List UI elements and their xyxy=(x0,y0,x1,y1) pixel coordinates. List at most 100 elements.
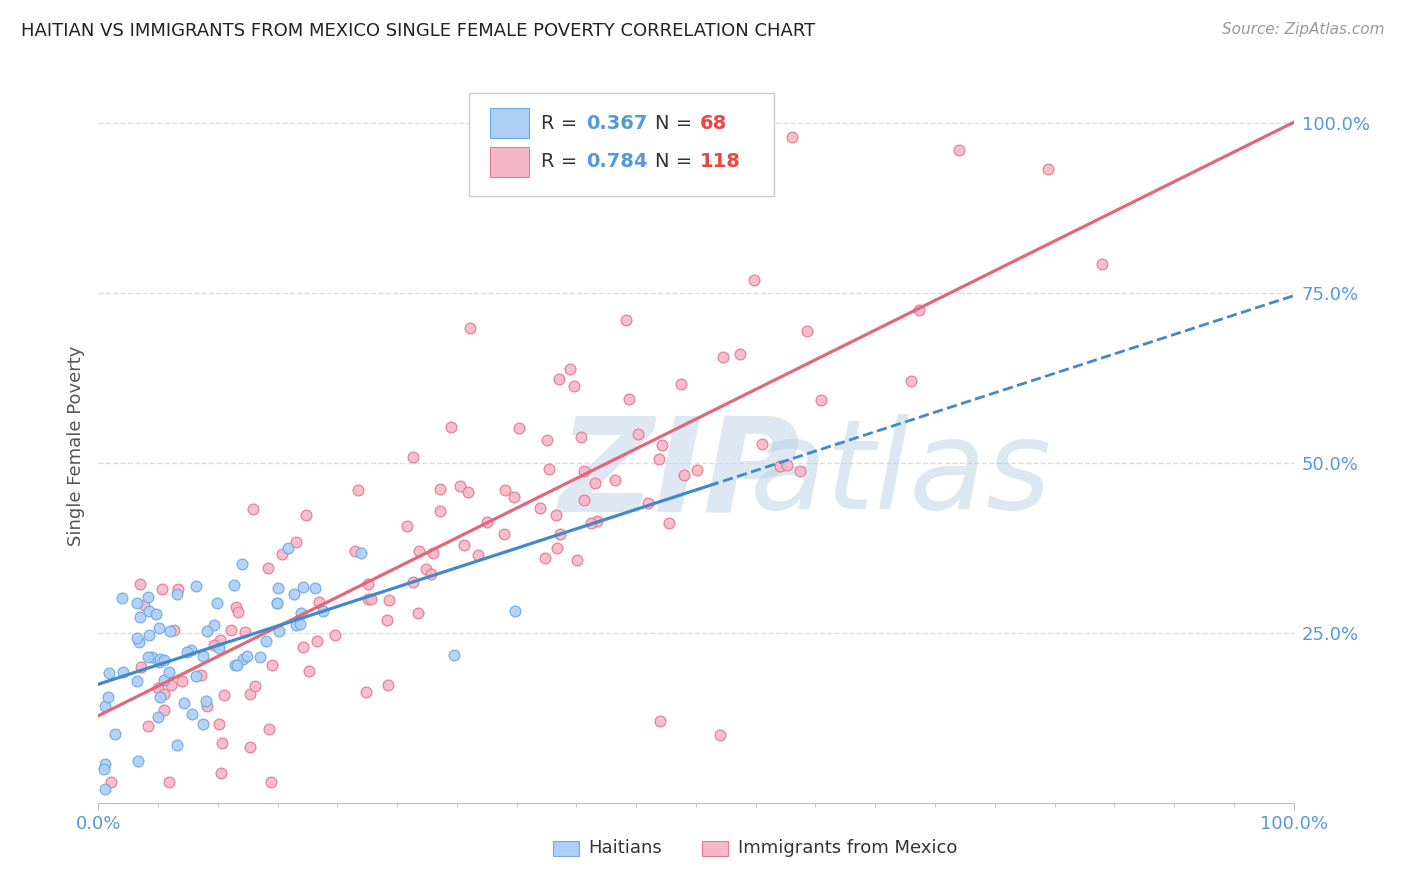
Point xyxy=(579,516,602,531)
Point xyxy=(128,635,150,649)
Text: atlas: atlas xyxy=(749,414,1052,535)
Point xyxy=(672,468,695,483)
Point xyxy=(141,650,163,665)
Point xyxy=(132,598,155,612)
Point xyxy=(146,710,169,724)
Point xyxy=(360,591,382,606)
Point xyxy=(311,604,333,618)
Point xyxy=(534,551,557,566)
Point xyxy=(344,544,367,558)
Point xyxy=(149,651,172,665)
Point xyxy=(98,665,121,680)
Point xyxy=(305,633,328,648)
Point xyxy=(145,607,167,621)
Point xyxy=(153,703,176,717)
Point xyxy=(127,595,149,609)
Point xyxy=(208,633,231,648)
Point xyxy=(231,557,253,571)
Point xyxy=(249,650,271,665)
Point xyxy=(627,427,650,442)
Text: 118: 118 xyxy=(700,153,741,171)
Point xyxy=(574,464,596,478)
Text: N =: N = xyxy=(655,153,699,171)
Point xyxy=(422,546,444,560)
Point xyxy=(112,665,135,679)
Point xyxy=(443,648,465,663)
Point xyxy=(1036,161,1059,176)
FancyBboxPatch shape xyxy=(491,147,529,177)
Point xyxy=(236,648,259,663)
Point xyxy=(159,678,181,692)
Point xyxy=(560,362,582,376)
FancyBboxPatch shape xyxy=(491,109,529,138)
Point xyxy=(239,739,262,754)
Point xyxy=(153,673,176,687)
Point xyxy=(191,649,214,664)
Point xyxy=(257,560,280,574)
Point xyxy=(184,579,207,593)
Point xyxy=(271,547,294,561)
Point xyxy=(166,738,188,752)
Point xyxy=(415,562,437,576)
Y-axis label: Single Female Poverty: Single Female Poverty xyxy=(66,346,84,546)
Text: Immigrants from Mexico: Immigrants from Mexico xyxy=(738,839,957,857)
Point xyxy=(769,458,792,473)
Point xyxy=(181,707,204,722)
Point xyxy=(214,688,236,702)
Point xyxy=(538,461,561,475)
Point xyxy=(648,714,672,729)
Point xyxy=(378,593,401,607)
Point xyxy=(136,718,159,732)
Point xyxy=(148,621,170,635)
Point xyxy=(651,438,673,452)
Point xyxy=(586,514,609,528)
Point xyxy=(569,430,592,444)
Point xyxy=(260,775,283,789)
Point xyxy=(295,508,318,523)
Point xyxy=(948,144,970,158)
Point xyxy=(93,762,115,776)
Point xyxy=(94,699,117,714)
Text: ZIP: ZIP xyxy=(558,411,800,538)
Point xyxy=(564,378,586,392)
Point xyxy=(572,492,595,507)
Point xyxy=(150,582,173,596)
Point xyxy=(308,595,330,609)
Point xyxy=(94,782,117,797)
Point xyxy=(149,690,172,704)
Point xyxy=(225,599,247,614)
Point xyxy=(375,613,398,627)
Point xyxy=(550,527,572,541)
Point xyxy=(254,634,277,648)
Point xyxy=(751,437,773,451)
Point xyxy=(232,652,254,666)
Point xyxy=(209,766,232,780)
Point xyxy=(402,574,425,589)
Point xyxy=(162,623,184,637)
Point xyxy=(110,591,132,605)
Point xyxy=(354,685,377,699)
Point xyxy=(547,372,569,386)
Point xyxy=(176,645,198,659)
Point xyxy=(492,527,515,541)
Point xyxy=(283,587,305,601)
Point xyxy=(449,479,471,493)
Point xyxy=(292,580,315,594)
Point xyxy=(617,392,640,406)
Point xyxy=(146,681,169,695)
Point xyxy=(269,624,291,639)
Point xyxy=(138,604,160,618)
Point xyxy=(395,519,418,533)
Point xyxy=(713,350,735,364)
Point xyxy=(1091,257,1114,271)
Text: 68: 68 xyxy=(700,114,727,133)
Point xyxy=(776,458,799,473)
Point xyxy=(605,473,627,487)
Point xyxy=(202,639,225,653)
Point xyxy=(298,665,321,679)
Point xyxy=(166,582,188,596)
Point xyxy=(233,625,256,640)
Point xyxy=(100,775,122,789)
Point xyxy=(900,374,922,388)
Point xyxy=(152,653,174,667)
